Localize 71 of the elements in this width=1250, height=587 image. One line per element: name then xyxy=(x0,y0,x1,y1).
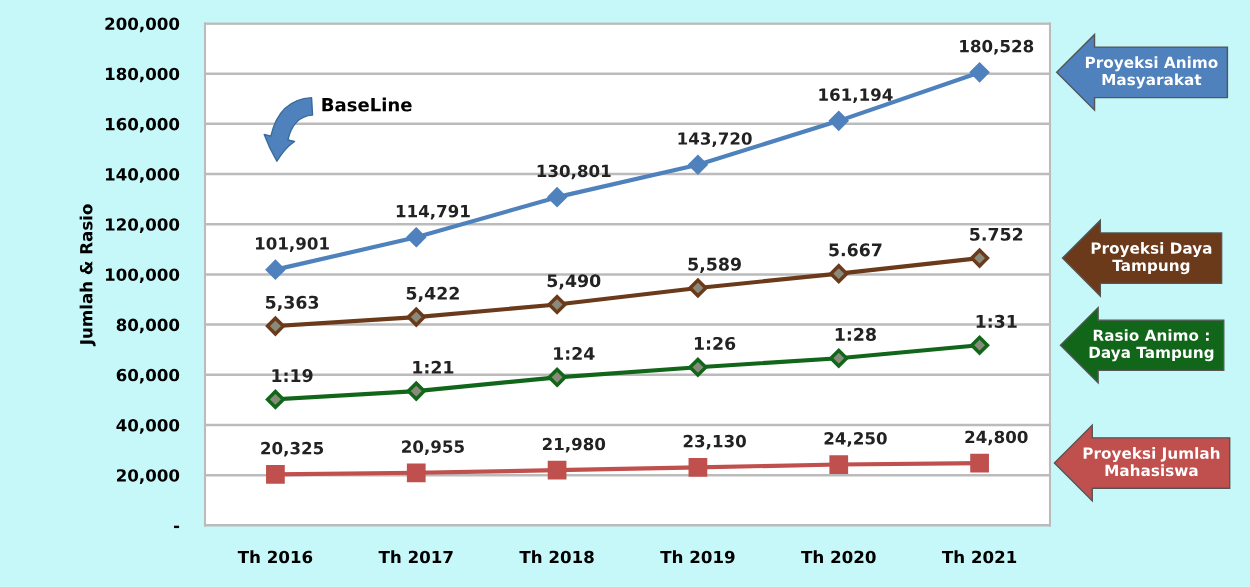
data-label: 143,720 xyxy=(678,132,752,147)
annotation: 5.752 xyxy=(970,227,1023,241)
data-label: 114,791 xyxy=(396,204,470,220)
annotation: 1:26 xyxy=(694,336,736,351)
point xyxy=(970,453,989,473)
point xyxy=(266,464,285,484)
y-tick-label: 80,000 xyxy=(116,318,180,334)
annotation: 1:31 xyxy=(976,314,1017,328)
data-label: 161,194 xyxy=(819,88,893,104)
text: Proyeksi Daya Tampung xyxy=(1091,242,1212,275)
x-tick-label: Th 2018 xyxy=(519,550,594,564)
y-tick-label: 160,000 xyxy=(105,117,180,133)
data-label: 101,901 xyxy=(256,237,329,252)
y-tick-label: 180,000 xyxy=(105,67,180,83)
annotation: 5,363 xyxy=(265,295,319,312)
x-tick-label: Th 2020 xyxy=(801,550,876,564)
point xyxy=(688,457,708,477)
x-tick-label: Th 2016 xyxy=(237,550,313,564)
x-tick-label: Th 2021 xyxy=(941,550,1017,564)
annotation: 1:21 xyxy=(413,360,454,374)
text: Proyeksi Jumlah Mahasiswa xyxy=(1083,447,1220,477)
point xyxy=(547,367,567,387)
y-tick-label: - xyxy=(173,525,180,529)
y-tick-label: 140,000 xyxy=(105,168,180,183)
point xyxy=(265,316,286,336)
annotation: 5,589 xyxy=(688,257,741,273)
data-label: 180,528 xyxy=(960,39,1034,55)
annotation: 1:28 xyxy=(835,327,876,341)
point xyxy=(547,460,567,480)
point xyxy=(265,389,286,409)
y-axis-title: Jumlah & Rasio xyxy=(79,204,96,347)
annotation: 1:24 xyxy=(554,346,595,360)
x-tick-label: Th 2019 xyxy=(660,550,735,564)
point xyxy=(406,463,426,483)
point xyxy=(406,307,426,327)
point xyxy=(688,278,708,298)
y-tick-label: 60,000 xyxy=(116,368,180,384)
point xyxy=(406,381,426,401)
text: Proyeksi Animo Masyarakat xyxy=(1085,56,1218,89)
annotation: BaseLine xyxy=(322,97,412,112)
point xyxy=(969,62,990,82)
point xyxy=(969,248,990,268)
point xyxy=(688,357,708,377)
data-label: 20,325 xyxy=(261,441,324,457)
data-label: 130,801 xyxy=(537,164,611,180)
annotation: 5,490 xyxy=(547,274,601,290)
text: Rasio Animo : Daya Tampung xyxy=(1089,329,1214,362)
point xyxy=(829,455,849,474)
point xyxy=(969,335,990,355)
point xyxy=(265,260,286,280)
data-label: 20,955 xyxy=(402,440,464,456)
annotation: 1:19 xyxy=(272,369,313,383)
point xyxy=(547,187,567,207)
point xyxy=(688,155,708,175)
data-label: 24,250 xyxy=(824,432,887,447)
point xyxy=(829,111,849,131)
data-label: 24,800 xyxy=(965,430,1028,446)
x-tick-label: Th 2017 xyxy=(378,550,453,564)
point xyxy=(829,264,849,284)
y-tick-label: 40,000 xyxy=(116,418,180,434)
point xyxy=(829,348,849,368)
y-tick-label: 120,000 xyxy=(105,218,180,233)
y-tick-label: 100,000 xyxy=(105,268,180,284)
y-tick-label: 200,000 xyxy=(105,17,180,33)
point xyxy=(406,227,426,247)
data-label: 21,980 xyxy=(542,437,606,453)
point xyxy=(547,294,567,315)
y-tick-label: 20,000 xyxy=(117,469,180,484)
data-label: 23,130 xyxy=(683,434,746,450)
annotation: 5,422 xyxy=(406,286,459,303)
annotation: 5.667 xyxy=(829,243,882,257)
